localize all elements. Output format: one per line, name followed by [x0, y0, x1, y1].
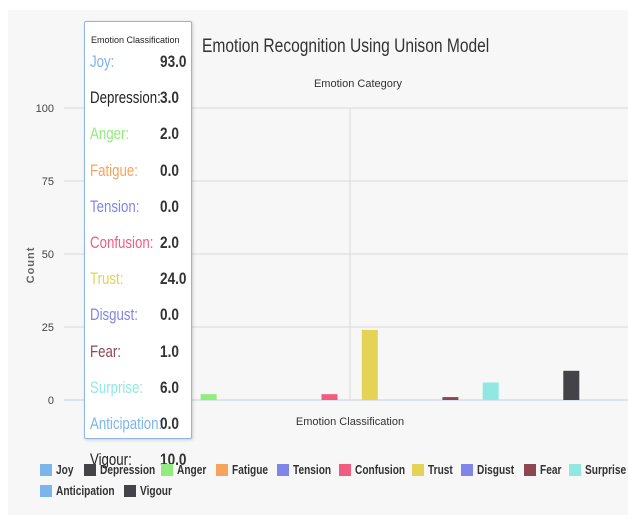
- tooltip-series-name: Vigour:: [90, 450, 132, 470]
- y-tick-label: 100: [36, 103, 54, 115]
- tooltip-series-name: Depression:: [90, 88, 161, 108]
- tooltip-series-name: Fear:: [90, 341, 121, 361]
- bar-confusion[interactable]: [321, 394, 338, 400]
- tooltip-series-value: 2.0: [160, 233, 179, 252]
- legend-swatch: [524, 464, 536, 476]
- tooltip-row: Disgust: 0.0: [90, 305, 190, 329]
- bar-fear[interactable]: [442, 397, 459, 400]
- legend-swatch: [412, 464, 424, 476]
- legend-swatch: [124, 485, 136, 497]
- y-tick-label: 0: [48, 395, 54, 407]
- y-axis-label: Count: [25, 247, 37, 284]
- legend-label: Anger: [177, 462, 207, 477]
- legend-swatch: [339, 464, 351, 476]
- bar-surprise[interactable]: [482, 382, 499, 400]
- tooltip-series-name: Disgust:: [90, 305, 138, 325]
- legend-swatch: [569, 464, 581, 476]
- tooltip-row: Anticipation: 0.0: [90, 414, 190, 438]
- tooltip-series-name: Anticipation:: [90, 414, 163, 433]
- legend-label: Tension: [293, 462, 332, 477]
- legend-swatch: [277, 464, 289, 476]
- tooltip-row: Surprise: 6.0: [90, 378, 190, 402]
- legend-label: Depression: [100, 462, 156, 477]
- legend-label: Trust: [428, 462, 453, 477]
- tooltip-row: Joy: 93.0: [90, 52, 190, 76]
- legend-label: Anticipation: [56, 483, 115, 498]
- tooltip-series-name: Fatigue:: [90, 160, 138, 180]
- chart-tooltip: Emotion Classification Joy: 93.0 Depressio…: [84, 21, 192, 469]
- bar-anger[interactable]: [200, 394, 217, 400]
- tooltip-row: Fear: 1.0: [90, 342, 190, 366]
- legend-swatch: [40, 464, 52, 476]
- tooltip-header: Emotion Classification: [91, 35, 180, 45]
- tooltip-row: Depression: 3.0: [90, 88, 190, 112]
- legend-swatch: [40, 485, 52, 497]
- tooltip-series-value: 6.0: [160, 377, 179, 397]
- chart-title: Emotion Recognition Using Unison Model: [202, 35, 489, 57]
- legend-label: Disgust: [477, 462, 515, 477]
- legend-label: Fatigue: [232, 462, 269, 477]
- legend-label: Confusion: [355, 462, 406, 477]
- tooltip-row: Anger: 2.0: [90, 124, 190, 148]
- y-axis-ticks: 0 25 50 75 100: [36, 103, 54, 407]
- y-tick-label: 25: [42, 322, 54, 334]
- y-tick-label: 75: [42, 176, 54, 188]
- tooltip-series-value: 0.0: [160, 160, 179, 180]
- y-tick-label: 50: [42, 249, 54, 261]
- tooltip-series-value: 3.0: [160, 88, 179, 108]
- tooltip-series-name: Confusion:: [90, 233, 154, 252]
- bar-vigour[interactable]: [563, 370, 580, 400]
- legend-swatch: [461, 464, 473, 476]
- bar-trust[interactable]: [361, 329, 378, 400]
- tooltip-series-name: Tension:: [90, 196, 140, 216]
- tooltip-series-value: 0.0: [160, 305, 179, 325]
- legend-label: Vigour: [140, 483, 172, 498]
- tooltip-series-value: 0.0: [160, 196, 179, 216]
- legend-swatch: [84, 464, 96, 476]
- tooltip-series-value: 93.0: [160, 52, 187, 71]
- tooltip-row: Fatigue: 0.0: [90, 161, 190, 185]
- tooltip-row: Tension: 0.0: [90, 197, 190, 221]
- legend-swatch: [161, 464, 173, 476]
- tooltip-series-value: 0.0: [160, 414, 179, 433]
- chart-subtitle: Emotion Category: [314, 78, 403, 90]
- legend-swatch: [216, 464, 228, 476]
- tooltip-row: Trust: 24.0: [90, 269, 190, 293]
- tooltip-series-name: Trust:: [90, 269, 124, 289]
- tooltip-series-name: Joy:: [90, 52, 115, 71]
- legend-label: Joy: [56, 462, 74, 477]
- tooltip-series-name: Surprise:: [90, 377, 144, 397]
- legend-label: Fear: [540, 462, 562, 477]
- tooltip-series-value: 2.0: [160, 124, 179, 144]
- legend-label: Surprise: [585, 462, 627, 477]
- x-axis-label: Emotion Classification: [296, 416, 404, 428]
- tooltip-series-value: 1.0: [160, 341, 179, 361]
- tooltip-series-name: Anger:: [90, 124, 130, 144]
- tooltip-row: Confusion: 2.0: [90, 233, 190, 257]
- tooltip-series-value: 24.0: [160, 269, 187, 289]
